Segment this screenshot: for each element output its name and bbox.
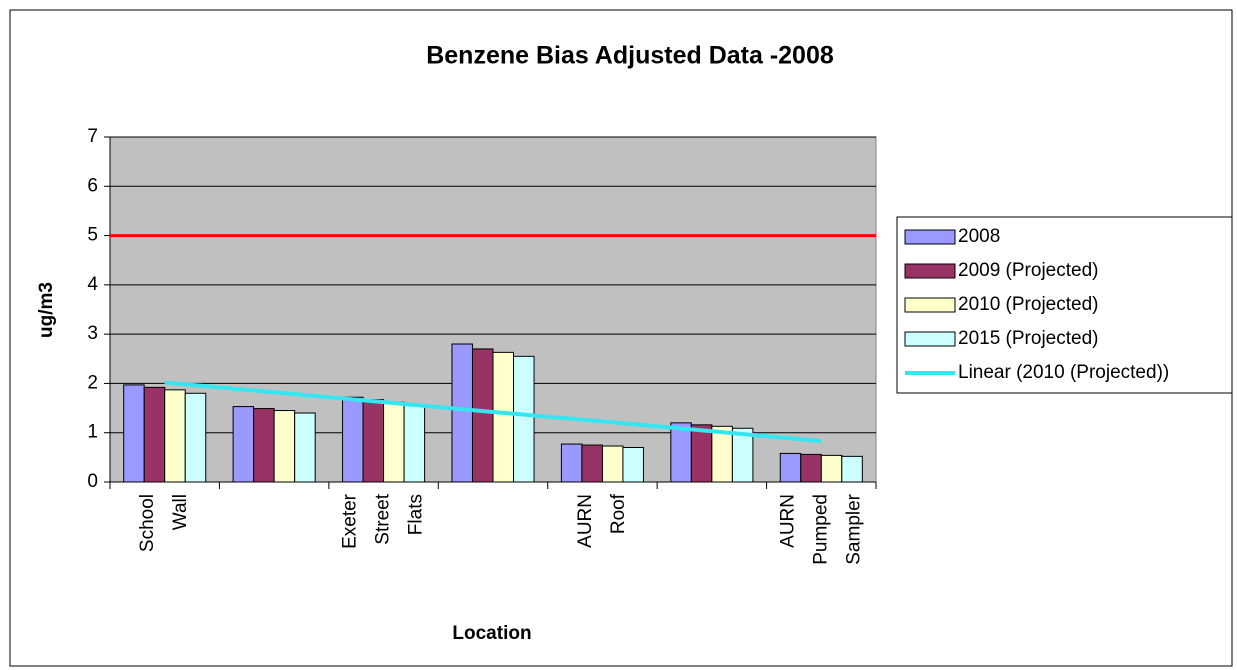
bar [731,427,754,483]
y-tick-label: 2 [87,372,98,393]
x-tick-label-group: AURN Pumped Sampler [777,493,864,564]
x-tick-label-group: School Wall [137,494,191,552]
bar [342,396,364,483]
chart-title: Benzene Bias Adjusted Data -2008 [426,42,834,70]
x-tick-label: Exeter Street Flats [340,493,427,549]
y-tick-label: 7 [87,126,98,147]
y-tick-label: 5 [87,225,98,246]
bar [383,401,405,483]
bar [471,348,494,483]
y-tick-label: 1 [87,422,98,443]
bar [492,351,515,483]
bar [294,412,316,483]
bar [622,447,644,483]
x-tick-label: AURN Pumped Sampler [777,493,864,564]
legend-swatch [904,297,956,313]
bar [232,406,255,483]
bar [362,399,385,483]
bar [513,355,535,483]
bar [841,455,863,483]
legend-label: 2010 (Projected) [958,294,1098,315]
y-tick-label: 6 [87,175,98,196]
bar [601,445,624,483]
bar [451,343,473,483]
bar [581,444,603,483]
bar [184,392,207,483]
bar [143,386,166,483]
bar [670,422,692,483]
legend-swatch [904,331,956,347]
legend-label: 2008 [958,226,1000,247]
x-tick-label-group: AURN Roof [575,493,629,548]
y-tick-label: 4 [87,274,98,295]
legend-swatch [904,229,956,245]
legend-swatch [904,263,956,279]
bar [690,424,713,483]
legend-label: Linear (2010 (Projected)) [958,362,1169,383]
legend-label: 2015 (Projected) [958,328,1098,349]
bar [800,453,822,483]
y-axis-label: ug/m3 [36,282,57,338]
bar [560,443,583,483]
trend-line [164,380,822,444]
bar [253,408,275,483]
y-tick-label: 0 [87,471,98,492]
legend-label: 2009 (Projected) [958,260,1098,281]
bar [164,389,186,483]
x-axis-label: Location [452,623,531,644]
x-tick-label-group: Exeter Street Flats [340,493,427,549]
x-tick-label: School Wall [137,494,191,552]
bar [820,454,843,483]
y-tick-label: 3 [87,323,98,344]
x-tick-label: AURN Roof [575,493,629,548]
bar [273,410,296,483]
bar [403,404,426,483]
bar [779,452,802,483]
bar [123,384,145,483]
